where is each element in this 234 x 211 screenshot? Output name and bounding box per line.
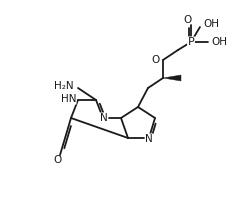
- Text: OH: OH: [203, 19, 219, 29]
- Text: H₂N: H₂N: [54, 81, 74, 91]
- Text: O: O: [184, 15, 192, 25]
- Text: N: N: [145, 134, 153, 144]
- Text: O: O: [152, 55, 160, 65]
- Polygon shape: [163, 75, 181, 81]
- Text: HN: HN: [61, 94, 76, 104]
- Text: N: N: [100, 113, 108, 123]
- Text: OH: OH: [211, 37, 227, 47]
- Text: O: O: [53, 155, 61, 165]
- Text: P: P: [188, 37, 194, 47]
